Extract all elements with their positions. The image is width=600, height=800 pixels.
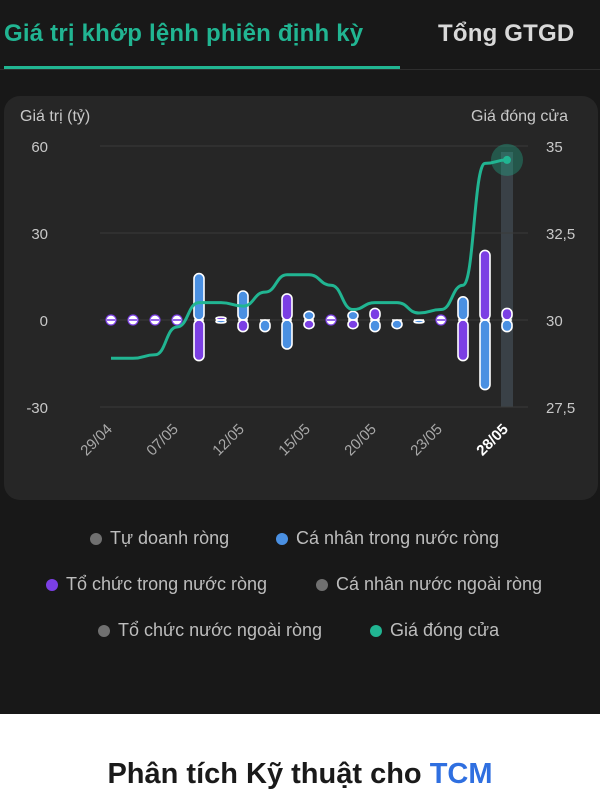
left-tick-label: 60 [31, 139, 48, 156]
left-tick-label: 30 [31, 226, 48, 243]
active-price-point[interactable] [503, 155, 511, 164]
active-tab-indicator [4, 66, 400, 69]
bar-to-chuc-trong-nuoc[interactable] [369, 307, 381, 321]
x-axis-label: 15/05 [275, 421, 314, 460]
highlighted-session-column [501, 152, 513, 407]
bar-ca-nhan-trong-nuoc[interactable] [391, 319, 403, 330]
x-axis-label: 28/05 [473, 421, 512, 460]
bar-ca-nhan-trong-nuoc[interactable] [281, 319, 293, 350]
right-axis-title: Giá đóng cửa [471, 108, 568, 125]
bar-to-chuc-trong-nuoc[interactable] [281, 293, 293, 321]
chart-legend: Tự doanh ròng Cá nhân trong nước ròng Tổ… [0, 520, 600, 660]
right-tick-label: 35 [546, 139, 563, 156]
legend-item-tu-doanh[interactable]: Tự doanh ròng [90, 528, 229, 549]
bar-to-chuc-trong-nuoc[interactable] [457, 319, 469, 362]
closing-price-line[interactable] [110, 158, 508, 360]
legend-label: Tổ chức trong nước ròng [66, 574, 267, 594]
legend-item-ca-nhan-trong-nuoc[interactable]: Cá nhân trong nước ròng [276, 528, 499, 549]
legend-item-to-chuc-trong-nuoc[interactable]: Tổ chức trong nước ròng [46, 574, 267, 595]
bar-ca-nhan-trong-nuoc[interactable] [457, 295, 469, 321]
bar-ca-nhan-trong-nuoc[interactable] [193, 272, 205, 321]
bar-series [105, 249, 513, 391]
bar-to-chuc-trong-nuoc[interactable] [237, 319, 249, 333]
left-tick-label: 0 [40, 313, 48, 330]
bar-ca-nhan-trong-nuoc[interactable] [369, 319, 381, 333]
x-axis-label: 20/05 [341, 421, 380, 460]
chart-card [4, 96, 598, 500]
x-axis-label: 29/04 [77, 421, 116, 460]
tab-divider [0, 69, 600, 70]
legend-dot-ca-nhan-nuoc-ngoai [316, 578, 328, 591]
x-axis-label: 12/05 [209, 421, 248, 460]
x-axis-label: 07/05 [143, 421, 182, 460]
net-value-chart[interactable]: Giá trị (tỷ) Giá đóng cửa 60 30 0 -30 35 32,5… [0, 0, 600, 510]
bar-to-chuc-trong-nuoc[interactable] [193, 319, 205, 362]
left-axis-title: Giá trị (tỷ) [20, 108, 90, 125]
axis-ticks: 60 30 0 -30 35 32,5 30 27,5 [26, 139, 575, 417]
bar-ca-nhan-trong-nuoc[interactable] [501, 319, 513, 333]
left-tick-label: -30 [26, 400, 48, 417]
legend-item-gia-dong-cua[interactable]: Giá đóng cửa [370, 620, 499, 641]
title-prefix: Phân tích Kỹ thuật cho [107, 758, 422, 790]
right-tick-label: 32,5 [546, 226, 575, 243]
x-axis-labels: 29/04 07/05 12/05 15/05 20/05 23/05 28/05 [77, 421, 512, 460]
x-axis-label: 23/05 [407, 421, 446, 460]
legend-label: Cá nhân trong nước ròng [296, 528, 499, 548]
legend-label: Giá đóng cửa [390, 620, 500, 640]
bar-to-chuc-trong-nuoc[interactable] [303, 319, 315, 330]
legend-dot-to-chuc-nuoc-ngoai [98, 624, 110, 637]
legend-label: Tự doanh ròng [110, 528, 230, 548]
technical-analysis-section: Phân tích Kỹ thuật cho TCM [0, 714, 600, 800]
price-line-series [110, 143, 523, 360]
bar-to-chuc-trong-nuoc[interactable] [479, 249, 491, 321]
tab-periodic-matched-value[interactable]: Giá trị khớp lệnh phiên định kỳ [4, 20, 364, 47]
legend-dot-ca-nhan-trong-nuoc [276, 532, 288, 545]
right-tick-label: 30 [546, 313, 563, 330]
legend-dot-to-chuc-trong-nuoc [46, 578, 58, 591]
legend-item-to-chuc-nuoc-ngoai[interactable]: Tổ chức nước ngoài ròng [98, 620, 322, 641]
right-tick-label: 27,5 [546, 400, 575, 417]
legend-dot-gia-dong-cua [370, 624, 382, 637]
legend-label: Tổ chức nước ngoài ròng [118, 620, 323, 640]
ticker-symbol[interactable]: TCM [429, 758, 493, 790]
legend-dot-tu-doanh [90, 532, 102, 545]
tab-bar: Giá trị khớp lệnh phiên định kỳ Tổng GTG… [0, 0, 600, 70]
tab-total-trading-value[interactable]: Tổng GTGD [438, 20, 575, 47]
bar-ca-nhan-trong-nuoc[interactable] [259, 319, 271, 333]
bar-ca-nhan-trong-nuoc[interactable] [479, 319, 491, 391]
legend-item-ca-nhan-nuoc-ngoai[interactable]: Cá nhân nước ngoài ròng [316, 574, 542, 595]
bar-to-chuc-trong-nuoc[interactable] [501, 307, 513, 321]
legend-label: Cá nhân nước ngoài ròng [336, 574, 542, 594]
technical-analysis-title: Phân tích Kỹ thuật cho TCM [0, 758, 600, 791]
bar-ca-nhan-trong-nuoc[interactable] [303, 310, 315, 321]
bar-to-chuc-trong-nuoc[interactable] [347, 319, 359, 330]
bar-ca-nhan-trong-nuoc[interactable] [347, 310, 359, 321]
